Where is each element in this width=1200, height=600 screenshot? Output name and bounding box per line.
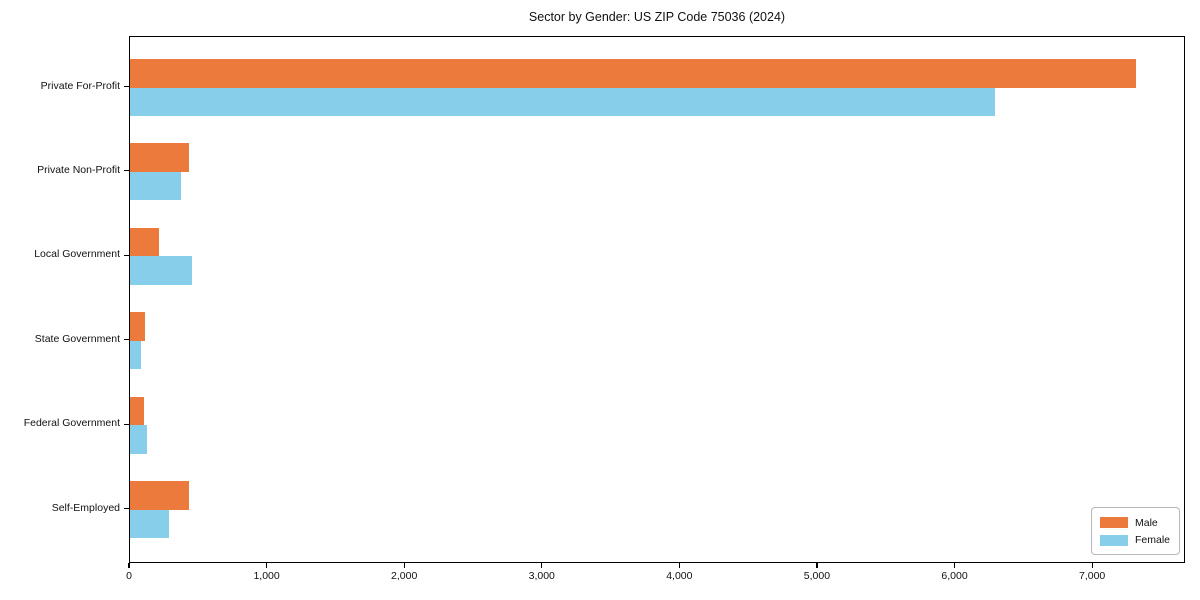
x-axis-tick-label: 5,000: [803, 570, 831, 582]
bar-female-private-for-profit: [130, 87, 996, 116]
x-axis-tick: [1091, 563, 1093, 568]
legend-label-male: Male: [1135, 516, 1158, 529]
y-axis-tick: [124, 339, 129, 341]
legend-swatch-male: [1100, 517, 1128, 529]
y-axis-label-private-non-profit: Private Non-Profit: [37, 163, 120, 176]
chart-title: Sector by Gender: US ZIP Code 75036 (202…: [528, 10, 786, 24]
legend-entry-male: Male: [1100, 517, 1171, 529]
x-axis-tick: [265, 563, 268, 568]
y-axis-label-self-employed: Self-Employed: [51, 501, 120, 514]
bar-female-local-government: [130, 256, 192, 285]
plot-area: [129, 36, 1185, 563]
legend-swatch-female: [1100, 534, 1128, 546]
y-axis-tick: [124, 170, 129, 172]
bar-male-private-non-profit: [130, 143, 190, 172]
x-axis-tick-label: 3,000: [528, 570, 555, 582]
bar-female-state-government: [130, 340, 141, 370]
x-axis-tick: [816, 563, 818, 568]
x-axis-tick-label: 6,000: [941, 570, 968, 582]
bar-male-local-government: [130, 227, 159, 257]
x-axis-tick: [541, 563, 543, 568]
x-axis-tick-label: 2,000: [391, 570, 418, 582]
y-axis-label-private-for-profit: Private For-Profit: [40, 79, 120, 92]
x-axis-tick: [403, 563, 405, 568]
y-axis-tick: [124, 423, 129, 425]
x-axis-tick-label: 7,000: [1078, 570, 1106, 582]
x-axis-tick: [678, 563, 680, 568]
x-axis-tick: [128, 563, 130, 568]
x-axis-tick-label: 1,000: [253, 570, 280, 582]
legend: Male Female: [1091, 507, 1180, 555]
y-axis-tick: [124, 254, 129, 256]
legend-entry-female: Female: [1100, 534, 1171, 546]
bar-female-self-employed: [130, 509, 169, 538]
bar-male-state-government: [130, 312, 146, 341]
bar-male-self-employed: [130, 481, 190, 510]
bar-male-private-for-profit: [130, 59, 1136, 88]
y-axis-label-local-government: Local Government: [34, 248, 120, 261]
y-axis-label-federal-government: Federal Government: [23, 417, 120, 430]
x-axis-tick-label: 0: [126, 570, 132, 582]
y-axis-label-state-government: State Government: [34, 332, 120, 345]
bar-male-federal-government: [130, 396, 144, 426]
y-axis-tick: [124, 85, 129, 88]
legend-label-female: Female: [1135, 534, 1171, 547]
y-axis-tick: [124, 507, 129, 510]
bar-female-private-non-profit: [130, 171, 181, 201]
x-axis-tick-label: 4,000: [666, 570, 693, 582]
bar-female-federal-government: [130, 425, 147, 454]
x-axis-tick: [953, 563, 956, 568]
